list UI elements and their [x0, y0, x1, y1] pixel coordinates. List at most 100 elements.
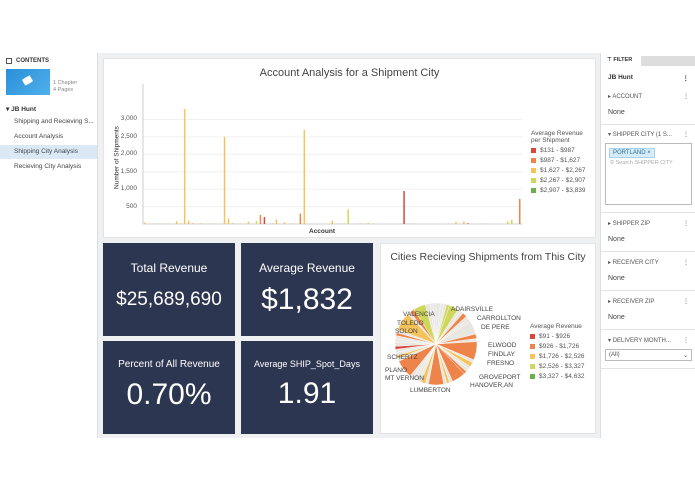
nav-shipping-receiving[interactable]: Shipping and Recieving S...: [14, 118, 94, 125]
legend-item[interactable]: $3,327 - $4,632: [530, 373, 585, 380]
bar-plot: [142, 84, 522, 225]
bar[interactable]: [403, 190, 405, 224]
legend-item[interactable]: $1,627 - $2,267: [531, 167, 586, 174]
more-icon[interactable]: ⋮: [683, 338, 689, 344]
bar[interactable]: [303, 129, 306, 224]
pie-label: HANOVER,AN: [470, 382, 513, 389]
legend-item[interactable]: $926 - $1,726: [530, 343, 585, 350]
pie-slice[interactable]: [432, 302, 437, 345]
y-tick: 2,000: [120, 150, 137, 158]
nav-receiving-city-analysis[interactable]: Recieving City Analysis: [14, 163, 82, 170]
legend-label: $3,327 - $4,632: [539, 373, 585, 380]
bar[interactable]: [255, 220, 258, 224]
cities-pie-chart: Cities Recieving Shipments from This Cit…: [380, 243, 596, 434]
bar[interactable]: [359, 223, 361, 224]
portland-tag[interactable]: PORTLAND ×: [609, 148, 655, 158]
bar[interactable]: [175, 221, 178, 224]
book-node[interactable]: ▾ JB Hunt: [6, 106, 36, 113]
y-tick: 500: [126, 202, 137, 210]
bar[interactable]: [347, 209, 349, 224]
bar[interactable]: [331, 220, 333, 224]
y-tick: 1,000: [120, 185, 137, 193]
legend-label: $1,726 - $2,526: [539, 353, 585, 360]
bar[interactable]: [463, 221, 465, 224]
bar[interactable]: [207, 223, 210, 224]
filter-delivery-month[interactable]: ▾ DELIVERY MONTH... ⋮ (All) ⌄: [601, 337, 695, 369]
legend-item[interactable]: $91 - $926: [530, 333, 585, 340]
y-tick: 1,500: [120, 167, 137, 175]
bar[interactable]: [239, 223, 242, 224]
bar[interactable]: [191, 222, 194, 224]
filter-account-value: None: [608, 109, 625, 116]
bar[interactable]: [271, 223, 274, 224]
pie-label: CARROLLTON: [477, 315, 521, 322]
pie-label: DE PERE: [481, 324, 510, 331]
kpi-percent-revenue: Percent of All Revenue 0.70%: [103, 341, 235, 434]
more-icon[interactable]: ⋮: [683, 299, 689, 305]
delivery-month-select[interactable]: (All) ⌄: [605, 349, 692, 361]
more-icon[interactable]: ⋮: [683, 260, 689, 266]
legend-label: $91 - $926: [539, 333, 571, 340]
pie-label: GROVEPORT: [479, 374, 521, 381]
bar[interactable]: [467, 223, 469, 224]
bar[interactable]: [455, 221, 457, 224]
bar[interactable]: [275, 219, 278, 224]
legend-label: $1,627 - $2,267: [540, 167, 586, 174]
filter-receiver-city[interactable]: ▸ RECEIVER CITY ⋮ None: [601, 259, 695, 291]
bar[interactable]: [151, 223, 154, 224]
bar[interactable]: [187, 220, 190, 224]
bar[interactable]: [231, 222, 234, 224]
bar[interactable]: [183, 109, 186, 224]
more-icon[interactable]: ⋮: [683, 132, 689, 138]
pie-label: SCHERTZ: [387, 354, 418, 361]
nav-account-analysis[interactable]: Account Analysis: [14, 133, 64, 140]
bar[interactable]: [223, 136, 226, 224]
filter-shipper-city[interactable]: ▾ SHIPPER CITY (1 S... ⋮ PORTLAND × ⚲ Sea…: [601, 131, 695, 213]
bar[interactable]: [199, 223, 202, 224]
legend-item[interactable]: $2,907 - $3,839: [531, 187, 586, 194]
filter-receiver-city-value: None: [608, 275, 625, 282]
pie-label: PLANO: [385, 367, 408, 374]
chart-title: Cities Recieving Shipments from This Cit…: [390, 251, 586, 263]
shipper-city-box[interactable]: PORTLAND × ⚲ Search SHIPPER CITY: [605, 143, 692, 205]
bar[interactable]: [259, 214, 262, 224]
bar[interactable]: [144, 222, 146, 224]
filter-tab[interactable]: ⊤ FILTER: [607, 57, 633, 63]
bar[interactable]: [519, 198, 521, 224]
legend-item[interactable]: $131 - $987: [531, 147, 586, 154]
legend-label: $987 - $1,627: [540, 157, 581, 164]
legend-item[interactable]: $1,726 - $2,526: [530, 353, 585, 360]
book-thumbnail[interactable]: [6, 69, 50, 95]
shipper-city-search[interactable]: ⚲ Search SHIPPER CITY: [610, 160, 673, 166]
bar[interactable]: [511, 219, 513, 224]
bar[interactable]: [227, 218, 230, 224]
pie-label: LUMBERTON: [410, 387, 451, 394]
bar[interactable]: [263, 217, 266, 224]
more-icon[interactable]: ⋮: [682, 75, 690, 82]
pie-label: ADAIRSVILLE: [451, 306, 493, 313]
more-icon[interactable]: ⋮: [683, 94, 689, 100]
filter-account[interactable]: ▸ ACCOUNT ⋮ None: [601, 93, 695, 125]
more-icon[interactable]: ⋮: [683, 221, 689, 227]
bar[interactable]: [179, 223, 182, 224]
bar[interactable]: [343, 223, 345, 224]
pie-label: FINDLAY: [488, 351, 515, 358]
bar[interactable]: [283, 222, 286, 224]
bar[interactable]: [247, 221, 250, 224]
x-axis-label: Account: [309, 228, 335, 235]
filter-tab-bar: [641, 56, 695, 66]
filter-shipper-zip[interactable]: ▸ SHIPPER ZIP ⋮ None: [601, 220, 695, 252]
filter-panel: ⊤ FILTER JB Hunt ⋮ ▸ ACCOUNT ⋮ None ▾ SHIPP…: [600, 53, 695, 438]
legend-swatch: [531, 187, 536, 193]
nav-shipping-city-analysis[interactable]: Shipping City Analysis: [0, 145, 97, 159]
bar[interactable]: [507, 221, 509, 224]
bar[interactable]: [299, 213, 302, 224]
legend-item[interactable]: $2,526 - $3,327: [530, 363, 585, 370]
legend-swatch: [530, 343, 535, 349]
legend-item[interactable]: $987 - $1,627: [531, 157, 586, 164]
legend-item[interactable]: $2,267 - $2,907: [531, 177, 586, 184]
filter-receiver-zip[interactable]: ▸ RECEIVER ZIP ⋮ None: [601, 298, 695, 330]
contents-sidebar: CONTENTS 1 Chapter 4 Pages ▾ JB Hunt Ship…: [0, 53, 98, 438]
bar[interactable]: [367, 222, 369, 224]
bar[interactable]: [291, 223, 294, 224]
